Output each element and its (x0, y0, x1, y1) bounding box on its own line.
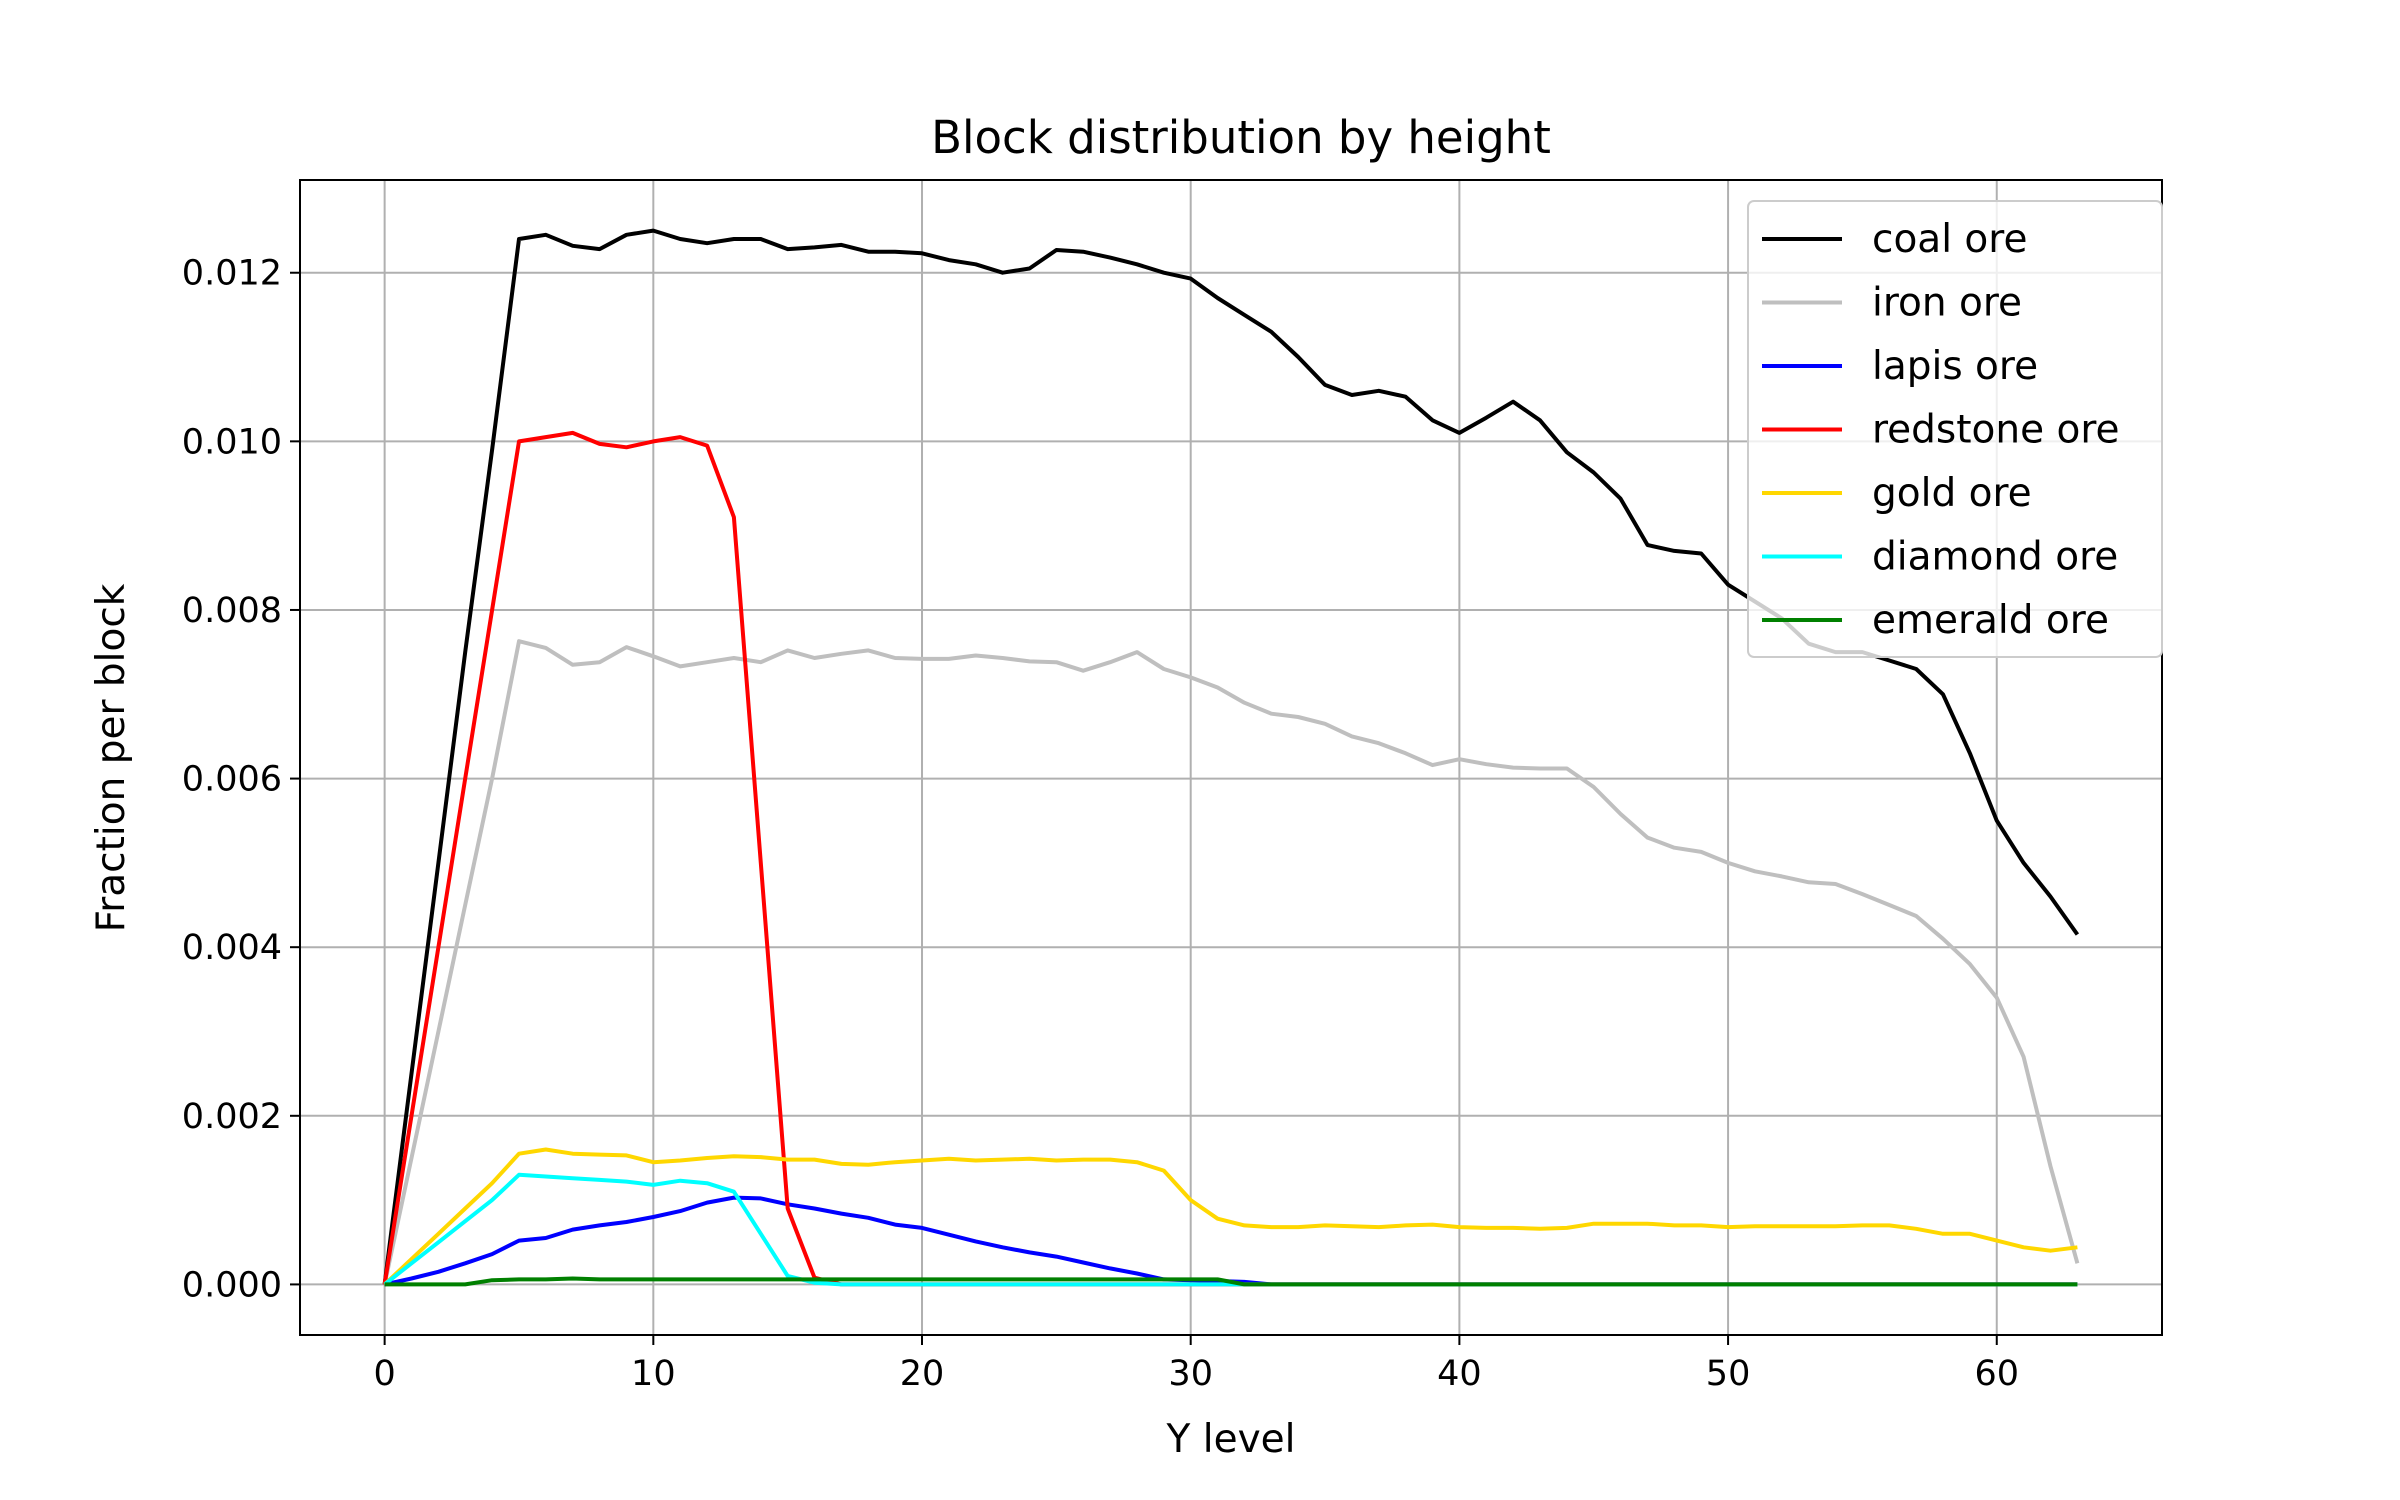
legend-label-coal-ore: coal ore (1872, 217, 2027, 262)
x-tick-label: 30 (1168, 1354, 1213, 1394)
y-tick-label: 0.008 (182, 591, 282, 631)
y-tick-label: 0.010 (182, 422, 282, 462)
legend-label-redstone-ore: redstone ore (1872, 408, 2120, 453)
plot-frame (299, 179, 2163, 1336)
legend-label-iron-ore: iron ore (1872, 281, 2022, 326)
y-tick-label: 0.002 (182, 1097, 282, 1137)
legend-label-lapis-ore: lapis ore (1872, 344, 2038, 389)
chart-title: Block distribution by height (931, 111, 1551, 164)
legend-label-emerald-ore: emerald ore (1872, 598, 2109, 643)
x-tick-label: 40 (1437, 1354, 1482, 1394)
x-tick-label: 60 (1974, 1354, 2019, 1394)
series-line-gold-ore (383, 1147, 2078, 1286)
y-tick-label: 0.004 (182, 928, 282, 968)
y-axis-ticks: 0.000 0.002 0.004 0.006 0.008 0.010 0.012 (182, 254, 300, 1305)
y-tick-label: 0.012 (182, 254, 282, 294)
legend-label-gold-ore: gold ore (1872, 471, 2032, 516)
x-tick-label: 20 (900, 1354, 945, 1394)
legend-label-diamond-ore: diamond ore (1872, 535, 2118, 580)
y-tick-label: 0.006 (182, 760, 282, 800)
x-tick-label: 10 (631, 1354, 676, 1394)
series-lines (382, 228, 2080, 1287)
legend: coal ore iron ore lapis ore redstone ore gol… (1747, 200, 2163, 658)
y-tick-label: 0.000 (182, 1265, 282, 1305)
grid-lines (300, 180, 2162, 1335)
x-axis-ticks: 0 10 20 30 40 50 60 (373, 1335, 2019, 1394)
series-line-iron-ore (382, 639, 2080, 1285)
series-line-emerald-ore (384, 1276, 2078, 1287)
y-axis-label: Fraction per block (89, 583, 134, 932)
legend-box (1747, 200, 2163, 658)
x-axis-label: Y level (1166, 1417, 1296, 1462)
x-tick-label: 0 (373, 1354, 395, 1394)
x-tick-label: 50 (1706, 1354, 1751, 1394)
